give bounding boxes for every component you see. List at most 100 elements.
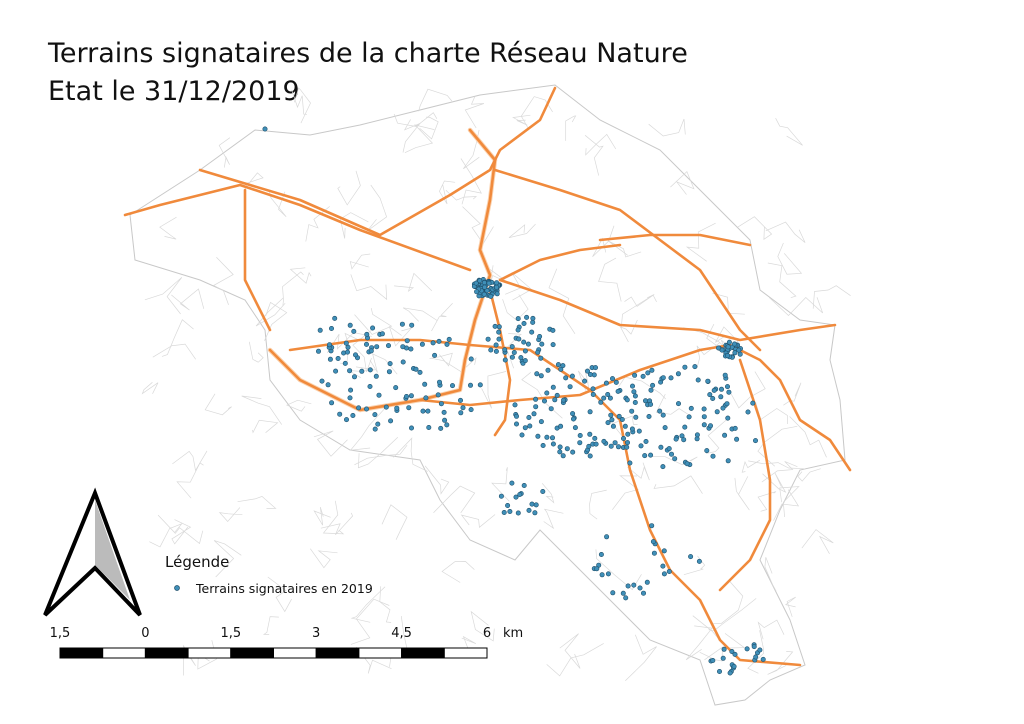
site [726, 389, 732, 395]
site [557, 449, 563, 455]
site [707, 392, 713, 398]
commune-boundary [491, 467, 510, 502]
site [590, 391, 596, 397]
site [608, 412, 614, 418]
site [590, 386, 596, 392]
site [637, 585, 643, 591]
commune-boundary [548, 268, 576, 334]
commune-boundary [212, 257, 234, 306]
site [494, 284, 500, 290]
site [515, 327, 521, 333]
site [631, 389, 637, 395]
site [594, 566, 600, 572]
commune-boundary [768, 297, 824, 316]
site [744, 646, 750, 652]
site [488, 347, 494, 353]
site [632, 372, 638, 378]
commune-boundary [404, 124, 435, 154]
commune-boundary [289, 267, 312, 284]
site [420, 408, 426, 414]
commune-boundary [470, 610, 495, 642]
site [481, 291, 487, 297]
site [513, 413, 519, 419]
commune-boundary [431, 302, 453, 332]
site [613, 379, 619, 385]
commune-boundary [696, 342, 721, 368]
north-arrow [43, 487, 142, 617]
site [724, 384, 730, 390]
site [485, 336, 491, 342]
site [666, 568, 672, 574]
site [737, 351, 743, 357]
site [526, 507, 532, 513]
commune-boundary [248, 341, 264, 363]
site [721, 646, 727, 652]
site [710, 657, 716, 663]
scale-label: 0 [141, 626, 149, 641]
site [673, 436, 679, 442]
commune-boundary [592, 225, 615, 258]
site [649, 367, 655, 373]
site [515, 510, 521, 516]
site [707, 423, 713, 429]
site [616, 413, 622, 419]
commune-boundary [394, 272, 433, 292]
site [627, 460, 633, 466]
motorway [123, 183, 472, 272]
site [400, 359, 406, 365]
site [660, 563, 666, 569]
commune-boundary [734, 476, 750, 511]
commune-boundary [685, 625, 713, 661]
site [408, 393, 414, 399]
commune-boundary [481, 371, 507, 409]
site [729, 648, 735, 654]
commune-boundary [765, 221, 806, 243]
site [648, 387, 654, 393]
site [367, 367, 373, 373]
site [726, 339, 732, 345]
site [538, 373, 544, 379]
commune-boundary [747, 630, 765, 674]
site [598, 399, 604, 405]
site [710, 453, 716, 459]
site [557, 444, 563, 450]
country [123, 84, 852, 706]
site [555, 362, 561, 368]
commune-boundary [381, 504, 408, 540]
site [494, 291, 500, 297]
site [692, 364, 698, 370]
commune-boundary [349, 407, 387, 451]
site [325, 382, 331, 388]
site [394, 405, 400, 411]
commune-boundary [419, 116, 439, 140]
commune-boundary [699, 646, 723, 662]
legend: Légende Terrains signataires en 2019 [165, 553, 373, 596]
site [675, 371, 681, 377]
commune-boundary [812, 285, 851, 309]
site [328, 325, 334, 331]
scale-segment [102, 647, 146, 659]
site [603, 380, 609, 386]
commune-boundary [559, 633, 581, 669]
site [333, 368, 339, 374]
site [591, 372, 597, 378]
commune-boundary [326, 332, 372, 354]
commune-boundary [670, 170, 695, 195]
site [343, 340, 349, 346]
commune-boundary [172, 450, 208, 472]
site [682, 364, 688, 370]
site [343, 417, 349, 423]
site [438, 425, 444, 431]
arrow-left [57, 500, 95, 600]
site [332, 315, 338, 321]
site [347, 322, 353, 328]
commune-boundary [305, 206, 330, 242]
site [509, 344, 515, 350]
site [727, 670, 733, 676]
site [662, 425, 668, 431]
site [350, 412, 356, 418]
site [554, 392, 560, 398]
site [725, 353, 731, 359]
site [695, 377, 701, 383]
commune-boundary [801, 529, 834, 554]
